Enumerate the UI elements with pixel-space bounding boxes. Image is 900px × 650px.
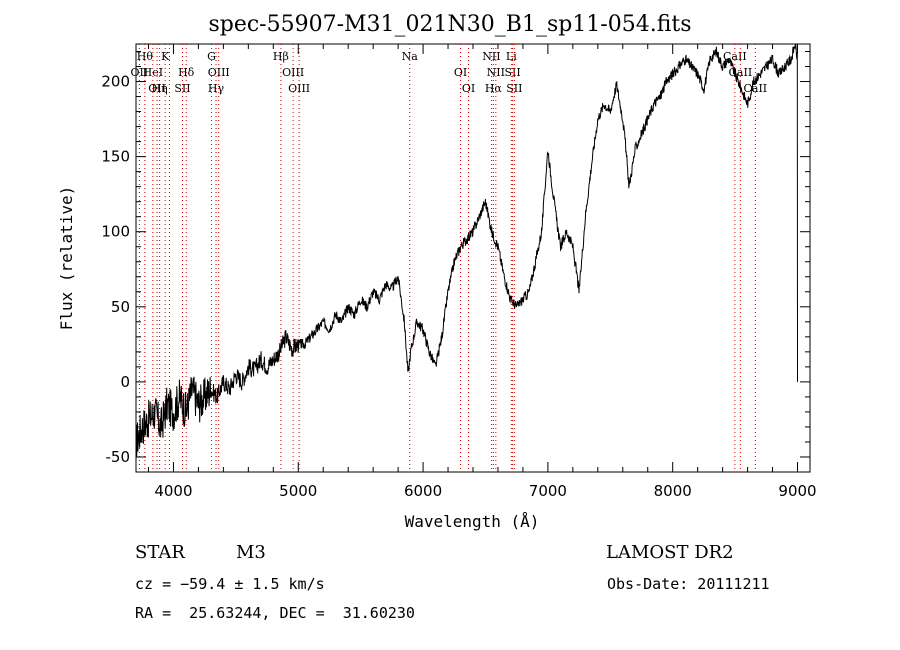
line-label: Li — [506, 50, 517, 63]
line-label: NII — [482, 50, 500, 63]
line-label: Na — [402, 50, 419, 63]
y-tick-label: 50 — [111, 298, 130, 316]
line-label: OIII — [288, 82, 310, 95]
observation-date: Obs-Date: 20111211 — [607, 575, 770, 593]
line-label: SII — [174, 82, 190, 95]
line-label: SII — [504, 66, 520, 79]
line-label: Hη — [151, 82, 167, 95]
line-label: OI — [454, 66, 467, 79]
chart-title: spec-55907-M31_021N30_B1_sp11-054.fits — [208, 12, 692, 37]
y-tick-label: 100 — [101, 223, 130, 241]
line-label: Hθ — [137, 50, 154, 63]
line-label: CaII — [729, 66, 753, 79]
line-label: SII — [506, 82, 522, 95]
line-label: OIII — [282, 66, 304, 79]
line-label: OIII — [208, 66, 230, 79]
redshift-velocity: cz = −59.4 ± 1.5 km/s — [135, 575, 325, 593]
y-tick-label: 150 — [101, 148, 130, 166]
x-tick-label: 4000 — [154, 482, 192, 500]
y-tick-label: 0 — [120, 373, 130, 391]
line-label: OI — [462, 82, 475, 95]
line-label: Hγ — [208, 82, 225, 95]
x-tick-label: 6000 — [404, 482, 442, 500]
plot-frame — [135, 43, 811, 473]
survey-name: LAMOST DR2 — [606, 542, 734, 563]
y-tick-label: -50 — [106, 448, 131, 466]
x-tick-label: 8000 — [654, 482, 692, 500]
sky-coordinates: RA = 25.63244, DEC = 31.60230 — [135, 604, 415, 622]
spectrum-line — [135, 43, 798, 457]
line-label: G — [207, 50, 216, 63]
line-label: CaII — [743, 82, 767, 95]
line-label: K — [161, 50, 170, 63]
line-label: Hα — [485, 82, 503, 95]
x-axis-label: Wavelength (Å) — [405, 512, 540, 531]
line-label: OII — [131, 66, 149, 79]
line-label: NII — [487, 66, 505, 79]
y-axis-label: Flux (relative) — [57, 186, 76, 331]
y-tick-label: 200 — [101, 73, 130, 91]
x-tick-label: 5000 — [279, 482, 317, 500]
line-label: OII — [148, 82, 166, 95]
object-subclass: M3 — [236, 542, 266, 563]
line-label: Hβ — [273, 50, 289, 63]
x-tick-label: 9000 — [778, 482, 816, 500]
line-label: HeI — [143, 66, 163, 79]
object-class: STAR — [135, 542, 185, 563]
x-tick-label: 7000 — [529, 482, 567, 500]
line-label: Hδ — [178, 66, 195, 79]
